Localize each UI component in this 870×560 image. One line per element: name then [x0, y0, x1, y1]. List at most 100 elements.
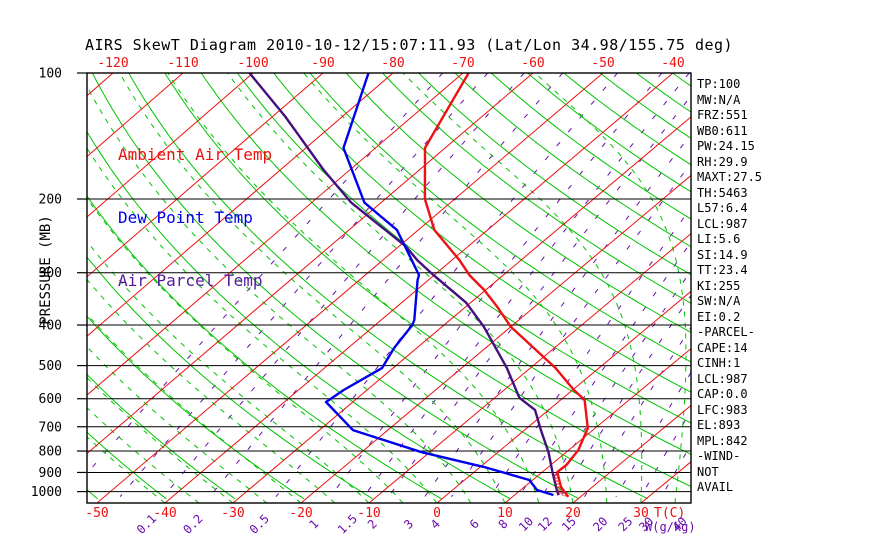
top-temp-tick-label: -110	[167, 56, 198, 71]
moist-adiabat-line	[87, 376, 234, 503]
dewpoint-curve	[324, 73, 554, 497]
bottom-temp-tick-label: 30	[633, 506, 649, 521]
dry-adiabat-line	[490, 73, 691, 220]
mixing-ratio-line	[329, 73, 663, 497]
pressure-tick-label: 800	[39, 445, 62, 460]
mixing-axis-label: W(g/kg)	[645, 520, 696, 534]
top-temp-tick-label: -120	[97, 56, 128, 71]
parcel-curve	[248, 73, 560, 496]
stats-line: FRZ:551	[697, 108, 748, 122]
bottom-temp-tick-label: 0	[433, 506, 441, 521]
dry-adiabat-line	[87, 373, 236, 500]
dry-adiabat-line	[236, 73, 691, 424]
pressure-tick-label: 700	[39, 420, 62, 435]
isotherm-line	[436, 290, 691, 503]
legend-air-parcel: Air Parcel Temp	[118, 271, 263, 290]
stats-line: MAXT:27.5	[697, 170, 763, 184]
mixing-ratio-label: 0.2	[180, 512, 205, 537]
grid-layer	[0, 73, 691, 503]
moist-adiabat-line	[402, 73, 643, 503]
temp-axis-label: T(C)	[654, 506, 685, 521]
moist-adiabat-line	[87, 147, 438, 503]
top-temp-tick-label: -60	[521, 56, 544, 71]
pressure-tick-label: 900	[39, 466, 62, 481]
stats-line: CAP:0.0	[697, 387, 748, 401]
mixing-ratio-label: 12	[535, 514, 555, 534]
top-temp-tick-label: -80	[381, 56, 404, 71]
dry-adiabat-line	[200, 73, 691, 455]
plot-border	[86, 72, 692, 504]
pressure-tick-label: 1000	[31, 485, 62, 500]
stats-line: EI:0.2	[697, 309, 741, 324]
isotherm-line	[87, 73, 114, 97]
top-temp-tick-label: -70	[451, 56, 474, 71]
stats-line: AVAIL	[697, 480, 734, 494]
mixing-ratio-line	[363, 73, 690, 497]
stats-line: MPL:842	[697, 433, 748, 448]
bottom-temp-tick-label: 20	[565, 506, 581, 521]
bottom-temp-tick-label: -40	[153, 506, 176, 521]
isotherm-line	[87, 73, 464, 396]
mixing-ratio-label: 6	[467, 517, 482, 532]
moist-adiabat-line	[87, 313, 302, 503]
moist-adiabat-line	[87, 197, 404, 503]
pressure-tick-label: 600	[39, 392, 62, 407]
isotherm-line	[87, 73, 254, 218]
moist-adiabat-line	[87, 85, 472, 503]
moist-adiabat-line	[227, 73, 574, 503]
isotherm-line	[87, 73, 534, 455]
top-temp-tick-label: -40	[661, 56, 684, 71]
pressure-tick-label: 400	[39, 319, 62, 334]
stats-line: LI:5.6	[697, 232, 741, 246]
mixing-ratio-line	[119, 73, 489, 498]
legend-dew-point: Dew Point Temp	[118, 208, 253, 227]
dry-adiabat-line	[273, 73, 691, 393]
pressure-tick-label: 300	[39, 266, 62, 281]
dry-adiabat-line	[128, 73, 649, 500]
stats-line: L57:6.4	[697, 201, 748, 215]
stats-line: RH:29.9	[697, 154, 748, 169]
dry-adiabat-line	[418, 73, 691, 276]
stats-line: TP:100	[697, 77, 741, 91]
mixing-ratio-line	[163, 73, 525, 498]
mixing-ratio-label: 0.5	[247, 512, 272, 537]
stats-line: CAPE:14	[697, 340, 748, 355]
stats-line: LCL:987	[697, 371, 748, 386]
dry-adiabat-line	[87, 315, 305, 500]
dry-adiabat-line	[87, 195, 442, 500]
isotherm-line	[87, 73, 184, 158]
moist-adiabat-line	[534, 73, 687, 503]
stats-line: SW:N/A	[697, 294, 741, 308]
mixing-ratio-line	[209, 73, 564, 498]
mixing-ratio-label: 10	[516, 514, 536, 534]
pressure-tick-label: 100	[39, 67, 62, 82]
isotherm-line	[87, 73, 324, 278]
dry-adiabat-line	[87, 256, 373, 500]
stats-line: LCL:987	[697, 216, 748, 231]
bottom-temp-tick-label: -30	[221, 506, 244, 521]
isotherm-line	[300, 174, 691, 503]
isotherm-line	[232, 116, 691, 503]
top-temp-tick-label: -50	[591, 56, 614, 71]
isotherm-line	[164, 73, 674, 503]
stats-line: MW:N/A	[697, 92, 741, 107]
top-temp-tick-label: -100	[237, 56, 268, 71]
bottom-temp-tick-label: -10	[357, 506, 380, 521]
pressure-tick-label: 500	[39, 359, 62, 374]
isotherm-line	[0, 73, 43, 503]
legend-ambient-temp: Ambient Air Temp	[118, 145, 273, 164]
mixing-ratio-label: 20	[590, 514, 610, 534]
stats-line: NOT	[697, 464, 719, 479]
mixing-ratio-line	[661, 443, 691, 497]
pressure-axis-label: PRESSURE (MB)	[38, 215, 54, 325]
stats-panel: TP:100 MW:N/A FRZ:551 WB0:611 PW:24.15 RH:29.…	[697, 77, 762, 496]
dry-adiabat-line	[345, 73, 691, 333]
mixing-ratio-label: 3	[401, 517, 416, 532]
bottom-temp-tick-label: -20	[289, 506, 312, 521]
dry-adiabat-line	[382, 73, 691, 304]
stats-line: SI:14.9	[697, 247, 748, 262]
stats-line: KI:255	[697, 278, 741, 293]
isotherm-line	[87, 73, 394, 337]
dry-adiabat-line	[527, 73, 691, 193]
moist-adiabat-line	[119, 73, 506, 503]
